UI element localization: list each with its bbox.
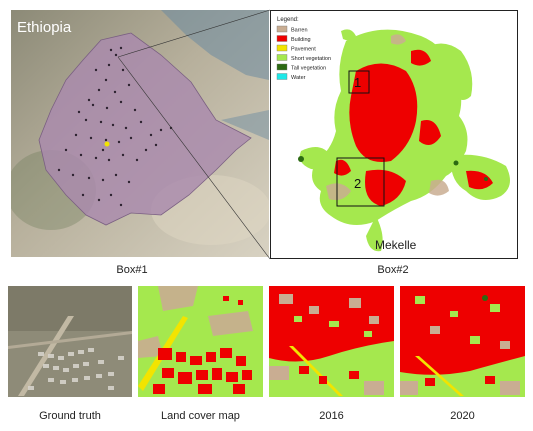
legend-label-1: Building: [291, 37, 311, 43]
gulf-of-aden: [221, 110, 269, 140]
legend-swatch-2: [276, 44, 288, 52]
box-2-outline: [336, 157, 385, 207]
barren-areas: [326, 34, 449, 200]
legend-label-0: Barren: [291, 28, 308, 34]
legend-label-2: Pavement: [291, 47, 316, 53]
land-cover-map-image: [138, 286, 263, 397]
year-2020-panel: [400, 286, 525, 397]
legend-swatch-0: [276, 25, 288, 33]
legend-label-5: Water: [291, 75, 306, 81]
mekelle-inset-panel: Legend: Barren Building Pavement Short vege…: [270, 10, 518, 259]
building-areas: [334, 49, 493, 206]
ethiopia-map: Ethiopia: [6, 10, 271, 257]
caption-ground-truth: Ground truth: [39, 410, 101, 422]
caption-2016: 2016: [319, 410, 344, 422]
ground-truth-image: [8, 286, 132, 397]
red-sea: [161, 10, 269, 80]
land-cover-2016-image: [269, 286, 394, 397]
addis-ababa-marker: [104, 141, 110, 147]
box-2-title: Box#2: [377, 264, 409, 276]
legend-label-3: Short vegetation: [291, 56, 331, 62]
box-1-outline: [348, 70, 370, 94]
ethiopia-country-shape: [38, 32, 252, 226]
year-2016-panel: [269, 286, 394, 397]
legend-items: Barren Building Pavement Short vegetation Ta…: [276, 25, 331, 81]
land-cover-2020-image: [400, 286, 525, 397]
ethiopia-map-panel: Ethiopia: [6, 10, 271, 257]
land-cover-map-panel: [138, 286, 263, 397]
ground-truth-panel: [8, 286, 132, 397]
legend: Legend: Barren Building Pavement Short vege…: [276, 17, 331, 81]
legend-swatch-3: [276, 54, 288, 61]
box-1-marker: 1: [354, 75, 361, 90]
mekelle-land-cover-map: Legend: Barren Building Pavement Short vege…: [276, 17, 510, 252]
legend-swatch-5: [276, 73, 288, 80]
caption-2020: 2020: [450, 410, 475, 422]
legend-swatch-4: [276, 63, 288, 71]
city-label: Mekelle: [375, 238, 417, 252]
sample-points: [57, 46, 173, 207]
caption-land-cover-map: Land cover map: [161, 410, 240, 422]
box-1-title: Box#1: [116, 264, 148, 276]
legend-swatch-1: [276, 35, 288, 42]
box-2-marker: 2: [354, 176, 361, 191]
country-label: Ethiopia: [17, 19, 72, 36]
legend-label-4: Tall vegetation: [291, 66, 326, 72]
legend-title: Legend:: [277, 17, 299, 23]
tall-vegetation-areas: [298, 156, 488, 181]
